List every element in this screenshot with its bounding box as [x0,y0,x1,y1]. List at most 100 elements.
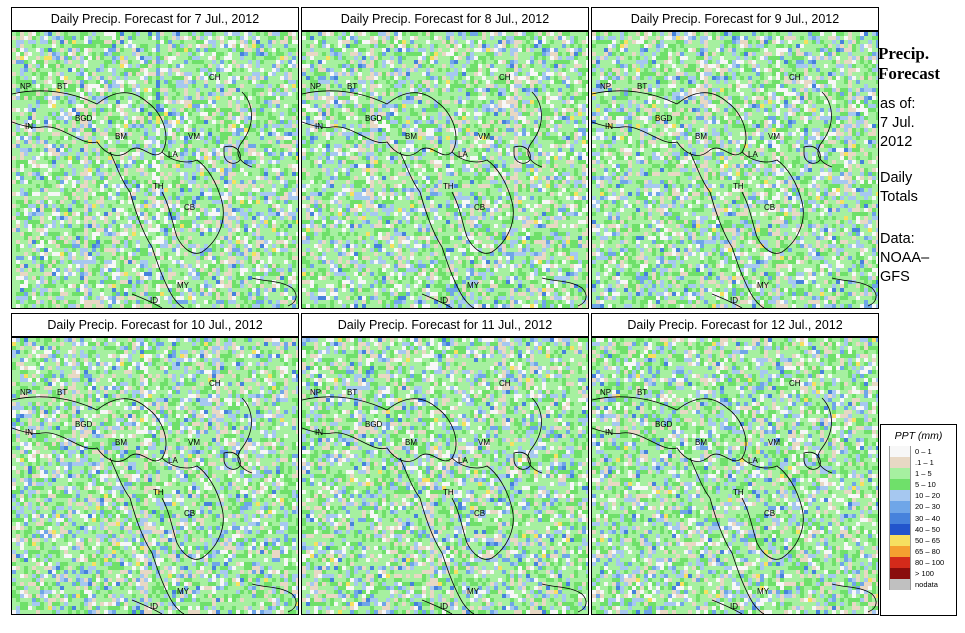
country-label: TH [733,182,744,191]
legend-label: 40 – 50 [915,525,940,534]
country-label: BGD [655,420,673,429]
map-panel-jul11: Daily Precip. Forecast for 11 Jul., 2012… [301,313,589,615]
coastline [109,457,185,614]
country-label: VM [188,438,200,447]
precip-map-svg: NP BT IN BGD CH BM VM LA TH CB MY ID [12,338,298,614]
coastline [817,397,833,474]
legend-label: 10 – 20 [915,491,940,500]
country-label: ID [440,602,448,611]
country-label: BM [115,132,127,141]
data-line3: GFS [880,268,964,287]
legend-label: 5 – 10 [915,480,936,489]
coastline [161,151,224,254]
coastline [421,293,453,308]
legend-swatch [889,490,911,502]
country-label: MY [177,587,190,596]
legend-swatch [889,457,911,469]
precip-map: NP BT IN BGD CH BM VM LA TH CB MY ID [11,31,299,309]
asof-line2: 7 Jul. [880,114,964,133]
country-label: BM [695,132,707,141]
totals-line2: Totals [880,188,964,207]
coastline [689,457,765,614]
legend-label: 0 – 1 [915,447,932,456]
legend-swatch [889,556,911,569]
country-label: NP [600,388,611,397]
coastline [711,599,743,614]
country-label: VM [768,438,780,447]
country-label: VM [478,132,490,141]
country-label: LA [748,456,758,465]
legend-item: 65 – 80 [889,545,956,557]
legend-swatch [889,534,911,546]
country-label: BM [695,438,707,447]
precip-map-svg: NP BT IN BGD CH BM VM LA TH CB MY ID [12,32,298,308]
legend-label: 1 – 5 [915,469,932,478]
coastline [251,277,297,307]
totals-block: Daily Totals [880,169,964,207]
data-source-block: Data: NOAA– GFS [880,230,964,287]
title-line2: Forecast [878,64,962,84]
coastline [689,151,765,308]
coastline [302,396,457,462]
precip-map: NP BT IN BGD CH BM VM LA TH CB MY ID [591,337,879,615]
legend-swatch [889,523,911,535]
precip-map-svg: NP BT IN BGD CH BM VM LA TH CB MY ID [302,32,588,308]
panel-title: Daily Precip. Forecast for 9 Jul., 2012 [591,7,879,31]
country-label: CH [209,379,221,388]
country-label: BGD [655,114,673,123]
map-panel-jul10: Daily Precip. Forecast for 10 Jul., 2012… [11,313,299,615]
legend-item: nodata [889,579,956,591]
country-label: BM [115,438,127,447]
precip-map: NP BT IN BGD CH BM VM LA TH CB MY ID [301,31,589,309]
precip-map-svg: NP BT IN BGD CH BM VM LA TH CB MY ID [302,338,588,614]
country-label: LA [168,456,178,465]
precip-map-svg: NP BT IN BGD CH BM VM LA TH CB MY ID [592,338,878,614]
country-label: BGD [75,114,93,123]
panel-title: Daily Precip. Forecast for 8 Jul., 2012 [301,7,589,31]
country-label: CB [764,203,775,212]
country-label: BGD [75,420,93,429]
country-label: ID [730,602,738,611]
coastline [513,451,531,470]
legend-label: > 100 [915,569,934,578]
country-label: NP [20,82,31,91]
country-label: ID [150,296,158,305]
map-panel-jul12: Daily Precip. Forecast for 12 Jul., 2012… [591,313,879,615]
country-label: VM [188,132,200,141]
sidebar-title: Precip. Forecast [878,44,962,84]
legend-swatch [889,512,911,524]
coastline [131,599,163,614]
country-label: IN [605,428,613,437]
country-label: TH [443,488,454,497]
legend-title: PPT (mm) [881,430,956,446]
coastline [399,457,475,614]
country-label: NP [600,82,611,91]
coastline [251,583,297,613]
country-label: VM [768,132,780,141]
legend-rows: 0 – 1 .1 – 1 1 – 5 5 – 10 10 – 20 20 – 30 30 –… [881,446,956,591]
legend-swatch [889,479,911,491]
country-label: TH [733,488,744,497]
country-label: IN [25,122,33,131]
coastline [831,583,877,613]
precip-map: NP BT IN BGD CH BM VM LA TH CB MY ID [11,337,299,615]
title-line1: Precip. [878,44,962,64]
country-label: IN [315,122,323,131]
country-label: MY [467,587,480,596]
country-label: CH [789,73,801,82]
country-label: VM [478,438,490,447]
legend-item: 0 – 1 [889,446,956,458]
country-label: MY [757,281,770,290]
country-label: NP [310,388,321,397]
legend-label: 50 – 65 [915,536,940,545]
data-line1: Data: [880,230,964,249]
legend: PPT (mm) 0 – 1 .1 – 1 1 – 5 5 – 10 10 – 20 20… [880,424,957,616]
coastline [399,151,475,308]
panel-title: Daily Precip. Forecast for 11 Jul., 2012 [301,313,589,337]
legend-item: 1 – 5 [889,468,956,480]
country-label: LA [168,150,178,159]
coastline [592,90,747,156]
legend-item: 5 – 10 [889,479,956,491]
coastline [541,583,587,613]
coastline [109,151,185,308]
